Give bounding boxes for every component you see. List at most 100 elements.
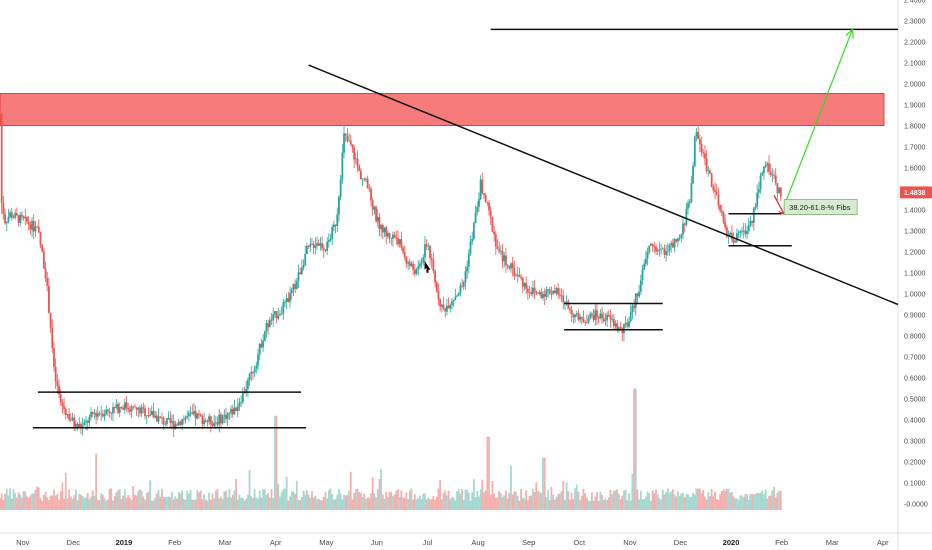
candle-body-235: [395, 237, 398, 239]
candle-body-165: [277, 315, 280, 319]
candle-body-133: [223, 414, 226, 417]
volume-bar-317: [533, 492, 536, 510]
candle-body-297: [499, 251, 502, 252]
candle-body-266: [447, 305, 450, 309]
y-tick-label-23: 0.1000: [904, 481, 926, 488]
volume-bar-233: [392, 496, 394, 510]
volume-bar-62: [103, 498, 106, 510]
candle-body-41: [68, 414, 71, 420]
candle-body-260: [437, 291, 440, 300]
price-axis[interactable]: 2.4000 2.3000 2.2000 2.1000 2.0000 1.9000 1.80…: [900, 0, 932, 509]
candle-body-363: [611, 318, 614, 320]
volume-bar-37: [61, 482, 64, 510]
volume-bar-234: [393, 494, 396, 510]
candle-body-288: [484, 194, 487, 203]
candle-body-172: [289, 292, 291, 302]
candle-body-255: [429, 245, 431, 258]
y-tick-label-4: 2.0000: [904, 82, 926, 89]
candle-body-28: [46, 278, 49, 286]
volume-bar-309: [520, 489, 522, 510]
candle-body-422: [710, 173, 713, 187]
time-axis[interactable]: Nov Dec 2019 Feb Mar Apr May Jun Jul Aug Sep Oct Nov…: [16, 538, 889, 547]
candle-body-34: [56, 381, 59, 386]
volume-bar-159: [267, 493, 270, 510]
candle-body-226: [380, 224, 383, 230]
volume-bar-174: [292, 491, 295, 510]
volume-bar-137: [230, 497, 232, 510]
volume-bar-120: [201, 499, 204, 510]
candle-body-417: [702, 152, 705, 154]
candle-body-259: [435, 282, 438, 292]
volume-bar-387: [651, 490, 654, 510]
volume-bar-15: [24, 491, 27, 510]
candle-body-13: [21, 214, 23, 217]
volume-bar-17: [27, 497, 30, 510]
candle-body-198: [333, 224, 335, 228]
volume-bar-149: [250, 496, 253, 510]
volume-bar-414: [697, 488, 700, 510]
candle-body-57: [95, 413, 98, 417]
fib-note-box[interactable]: [783, 199, 858, 215]
candle-body-368: [619, 327, 622, 329]
volume-bar-118: [198, 492, 200, 510]
volume-bar-50: [83, 498, 86, 510]
volume-bar-189: [317, 498, 320, 510]
trendline-downtrend: [308, 64, 899, 306]
candle-body-357: [601, 313, 603, 318]
candle-body-152: [255, 365, 258, 369]
candle-body-36: [59, 394, 62, 403]
volume-bar-321: [540, 493, 543, 510]
volume-bar-371: [624, 489, 627, 510]
volume-bar-349: [587, 500, 590, 510]
volume-bar-336: [565, 482, 568, 510]
volume-bar-312: [525, 490, 528, 510]
volume-bar-100: [167, 496, 170, 510]
candle-body-418: [704, 153, 706, 159]
volume-bar-2: [2, 499, 5, 510]
candle-body-251: [422, 257, 425, 263]
candle-body-116: [194, 411, 197, 419]
candle-body-306: [515, 275, 517, 277]
candle-body-394: [663, 248, 666, 255]
volume-bar-449: [756, 492, 759, 510]
volume-bar-306: [515, 492, 517, 510]
volume-bar-307: [516, 495, 519, 510]
candle-body-315: [530, 292, 533, 295]
volume-bar-157: [263, 489, 266, 510]
volume-bar-187: [314, 495, 317, 510]
volume-bar-102: [171, 492, 173, 510]
volume-bar-33: [54, 495, 57, 510]
y-tick-label-17: 0.7000: [904, 355, 926, 362]
volume-bar-408: [687, 494, 689, 510]
volume-bar-191: [321, 500, 323, 510]
volume-bar-362: [609, 489, 612, 510]
candle-body-233: [392, 234, 394, 239]
x-tick-label-13: Dec: [674, 538, 688, 547]
x-tick-label-3: Feb: [168, 538, 181, 547]
candle-body-455: [766, 163, 769, 166]
volume-bar-257: [432, 496, 435, 510]
candle-body-290: [488, 202, 490, 211]
volume-bar-379: [638, 499, 641, 510]
candle-body-202: [339, 179, 342, 197]
candle-body-169: [284, 301, 286, 303]
volume-bar-304: [511, 494, 514, 510]
volume-bar-193: [324, 492, 327, 510]
volume-bar-350: [589, 500, 592, 510]
volume-bar-0: [0, 497, 1, 510]
volume-bar-287: [483, 492, 485, 510]
volume-bar-375: [631, 473, 634, 510]
volume-bar-210: [353, 492, 356, 510]
x-tick-label-16: Mar: [826, 538, 839, 547]
volume-bar-218: [366, 497, 369, 510]
volume-bar-19: [31, 493, 33, 510]
candle-body-272: [457, 292, 460, 296]
candle-body-64: [107, 409, 109, 412]
volume-bar-126: [211, 493, 214, 510]
candle-body-143: [240, 401, 243, 403]
candle-body-99: [166, 418, 168, 424]
candle-body-63: [105, 409, 108, 415]
candle-body-264: [444, 308, 447, 312]
volume-bar-53: [88, 499, 91, 510]
candle-body-252: [424, 244, 426, 258]
